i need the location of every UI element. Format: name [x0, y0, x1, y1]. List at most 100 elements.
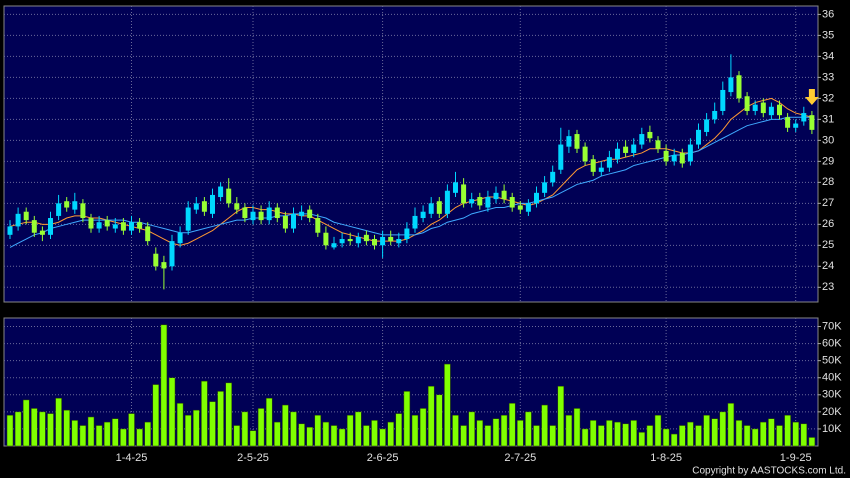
volume-bar [573, 408, 581, 447]
volume-bar [679, 425, 686, 447]
volume-bar [330, 425, 338, 447]
volume-bar [47, 413, 54, 447]
candle-body [339, 239, 345, 244]
candle-body [56, 203, 62, 216]
candle-body [48, 218, 53, 235]
volume-bar [363, 425, 370, 447]
candle-body [64, 201, 70, 208]
volume-bar [160, 324, 168, 447]
volume-bar [427, 386, 435, 447]
volume-bar [768, 418, 775, 447]
candle-body [380, 236, 386, 246]
candle-body [282, 215, 288, 229]
candle-body [728, 77, 734, 93]
candle-body [218, 186, 224, 198]
y-tick-label: 50K [822, 355, 842, 367]
volume-bar [79, 425, 87, 447]
volume-bar [444, 363, 451, 447]
volume-bar [760, 421, 767, 447]
x-tick-label: 1-9-25 [780, 452, 812, 464]
candle-body [631, 144, 637, 153]
y-tick-label: 70K [822, 320, 842, 332]
volume-bar [670, 433, 678, 447]
volume-bar [63, 409, 70, 447]
moving-average-line [9, 116, 812, 248]
candle-body [153, 253, 159, 267]
volume-bar [184, 415, 192, 447]
volume-bar [589, 420, 597, 447]
volume-bar [112, 418, 119, 447]
candle-body [785, 117, 791, 128]
candle-body [226, 188, 232, 204]
volume-bar [225, 382, 232, 447]
y-tick-label: 29 [822, 155, 834, 167]
volume-bar [460, 425, 467, 447]
y-tick-label: 34 [822, 50, 834, 62]
candle-body [566, 136, 572, 147]
volume-bar [800, 423, 808, 447]
candle-body [704, 119, 710, 132]
candle-body [477, 197, 483, 206]
candle-body [120, 222, 126, 231]
volume-bar [719, 411, 727, 447]
volume-bar [565, 415, 573, 447]
candle-body [485, 197, 491, 208]
candle-body [736, 75, 742, 99]
volume-bar [257, 408, 265, 447]
candle-body [145, 226, 151, 242]
volume-bar [638, 432, 646, 447]
candle-body [436, 201, 442, 214]
candle-body [647, 131, 653, 139]
candle-body [372, 239, 377, 246]
candle-body [582, 146, 588, 162]
volume-bar [500, 415, 508, 447]
moving-average-line [9, 97, 813, 246]
volume-bar [322, 421, 330, 447]
candle-body [15, 213, 21, 227]
volume-bar [314, 415, 322, 447]
x-tick-label: 2-5-25 [237, 452, 269, 464]
volume-bar [387, 421, 394, 447]
candle-body [161, 262, 167, 269]
volume-bar [395, 413, 403, 447]
volume-bar [525, 411, 532, 447]
candle-body [793, 123, 799, 128]
candle-body [428, 203, 434, 214]
volume-bar [517, 420, 524, 447]
volume-bar [103, 421, 111, 447]
volume-bar [152, 384, 160, 447]
y-tick-label: 35 [822, 29, 834, 41]
y-tick-label: 31 [822, 113, 834, 125]
candle-body [412, 215, 418, 229]
candle-body [96, 222, 102, 229]
volume-bar [95, 425, 103, 447]
candle-body [234, 203, 240, 210]
candle-body [744, 96, 750, 111]
candle-body [129, 222, 134, 231]
volume-bar [168, 377, 176, 447]
volume-bar [630, 420, 637, 447]
candle-body [242, 207, 248, 219]
volume-bar [436, 394, 443, 447]
volume-bar [541, 404, 548, 447]
price-panel [3, 5, 819, 303]
volume-bar [265, 397, 273, 447]
candle-body [712, 110, 718, 120]
y-tick-label: 24 [822, 260, 834, 272]
candle-body [104, 220, 110, 227]
volume-bar [209, 401, 216, 447]
candle-body [185, 207, 191, 231]
x-tick-label: 1-4-25 [116, 452, 148, 464]
y-tick-label: 60K [822, 338, 842, 350]
x-tick-label: 2-7-25 [504, 452, 536, 464]
candle-body [315, 218, 321, 233]
volume-bar [622, 423, 629, 447]
volume-bar [120, 428, 127, 447]
candle-body [193, 203, 199, 210]
volume-bar [687, 421, 694, 447]
candle-body [299, 211, 305, 216]
candle-body [801, 113, 807, 122]
volume-bar [249, 430, 257, 447]
